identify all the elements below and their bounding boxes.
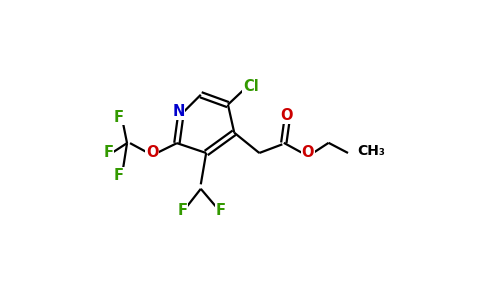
Text: Cl: Cl xyxy=(243,79,259,94)
Text: F: F xyxy=(215,203,226,218)
Text: N: N xyxy=(172,104,184,119)
Text: O: O xyxy=(146,146,159,160)
Text: F: F xyxy=(177,203,187,218)
Text: F: F xyxy=(103,146,113,160)
Text: F: F xyxy=(114,168,124,183)
Text: O: O xyxy=(281,109,293,124)
Text: F: F xyxy=(114,110,124,125)
Text: CH₃: CH₃ xyxy=(357,145,385,158)
Text: O: O xyxy=(302,146,314,160)
